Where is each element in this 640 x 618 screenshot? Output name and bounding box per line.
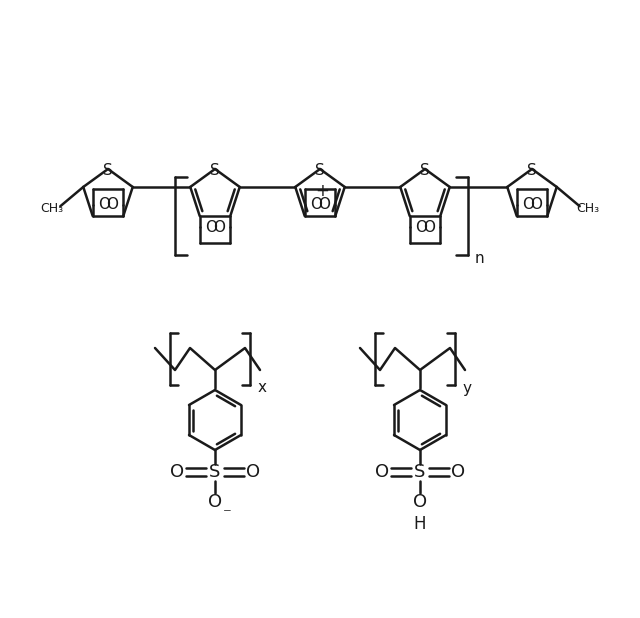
Text: CH₃: CH₃ <box>41 201 64 214</box>
Text: O: O <box>318 197 330 212</box>
Text: S: S <box>210 163 220 177</box>
Text: O: O <box>423 220 435 235</box>
Text: S: S <box>420 163 430 177</box>
Text: O: O <box>106 197 118 212</box>
Text: +: + <box>315 182 329 200</box>
Text: O: O <box>98 197 109 212</box>
Text: O: O <box>531 197 542 212</box>
Text: ⁻: ⁻ <box>223 505 232 523</box>
Text: S: S <box>527 163 537 177</box>
Text: O: O <box>170 463 184 481</box>
Text: O: O <box>522 197 534 212</box>
Text: O: O <box>246 463 260 481</box>
Text: CH₃: CH₃ <box>576 201 599 214</box>
Text: O: O <box>415 220 427 235</box>
Text: O: O <box>413 493 427 511</box>
Text: O: O <box>451 463 465 481</box>
Text: O: O <box>208 493 222 511</box>
Text: x: x <box>257 381 266 396</box>
Text: S: S <box>103 163 113 177</box>
Text: S: S <box>315 163 325 177</box>
Text: H: H <box>413 515 426 533</box>
Text: y: y <box>463 381 472 396</box>
Text: S: S <box>209 463 221 481</box>
Text: n: n <box>475 252 484 266</box>
Text: O: O <box>205 220 217 235</box>
Text: S: S <box>414 463 426 481</box>
Text: O: O <box>213 220 225 235</box>
Text: O: O <box>375 463 389 481</box>
Text: O: O <box>310 197 322 212</box>
